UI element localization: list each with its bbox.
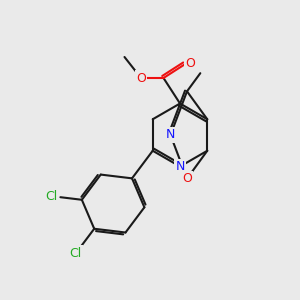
Text: Cl: Cl: [70, 247, 82, 260]
Text: N: N: [175, 160, 185, 173]
Text: N: N: [166, 128, 175, 142]
Text: O: O: [182, 172, 192, 185]
Text: O: O: [185, 56, 195, 70]
Text: O: O: [136, 71, 146, 85]
Text: Cl: Cl: [45, 190, 58, 202]
